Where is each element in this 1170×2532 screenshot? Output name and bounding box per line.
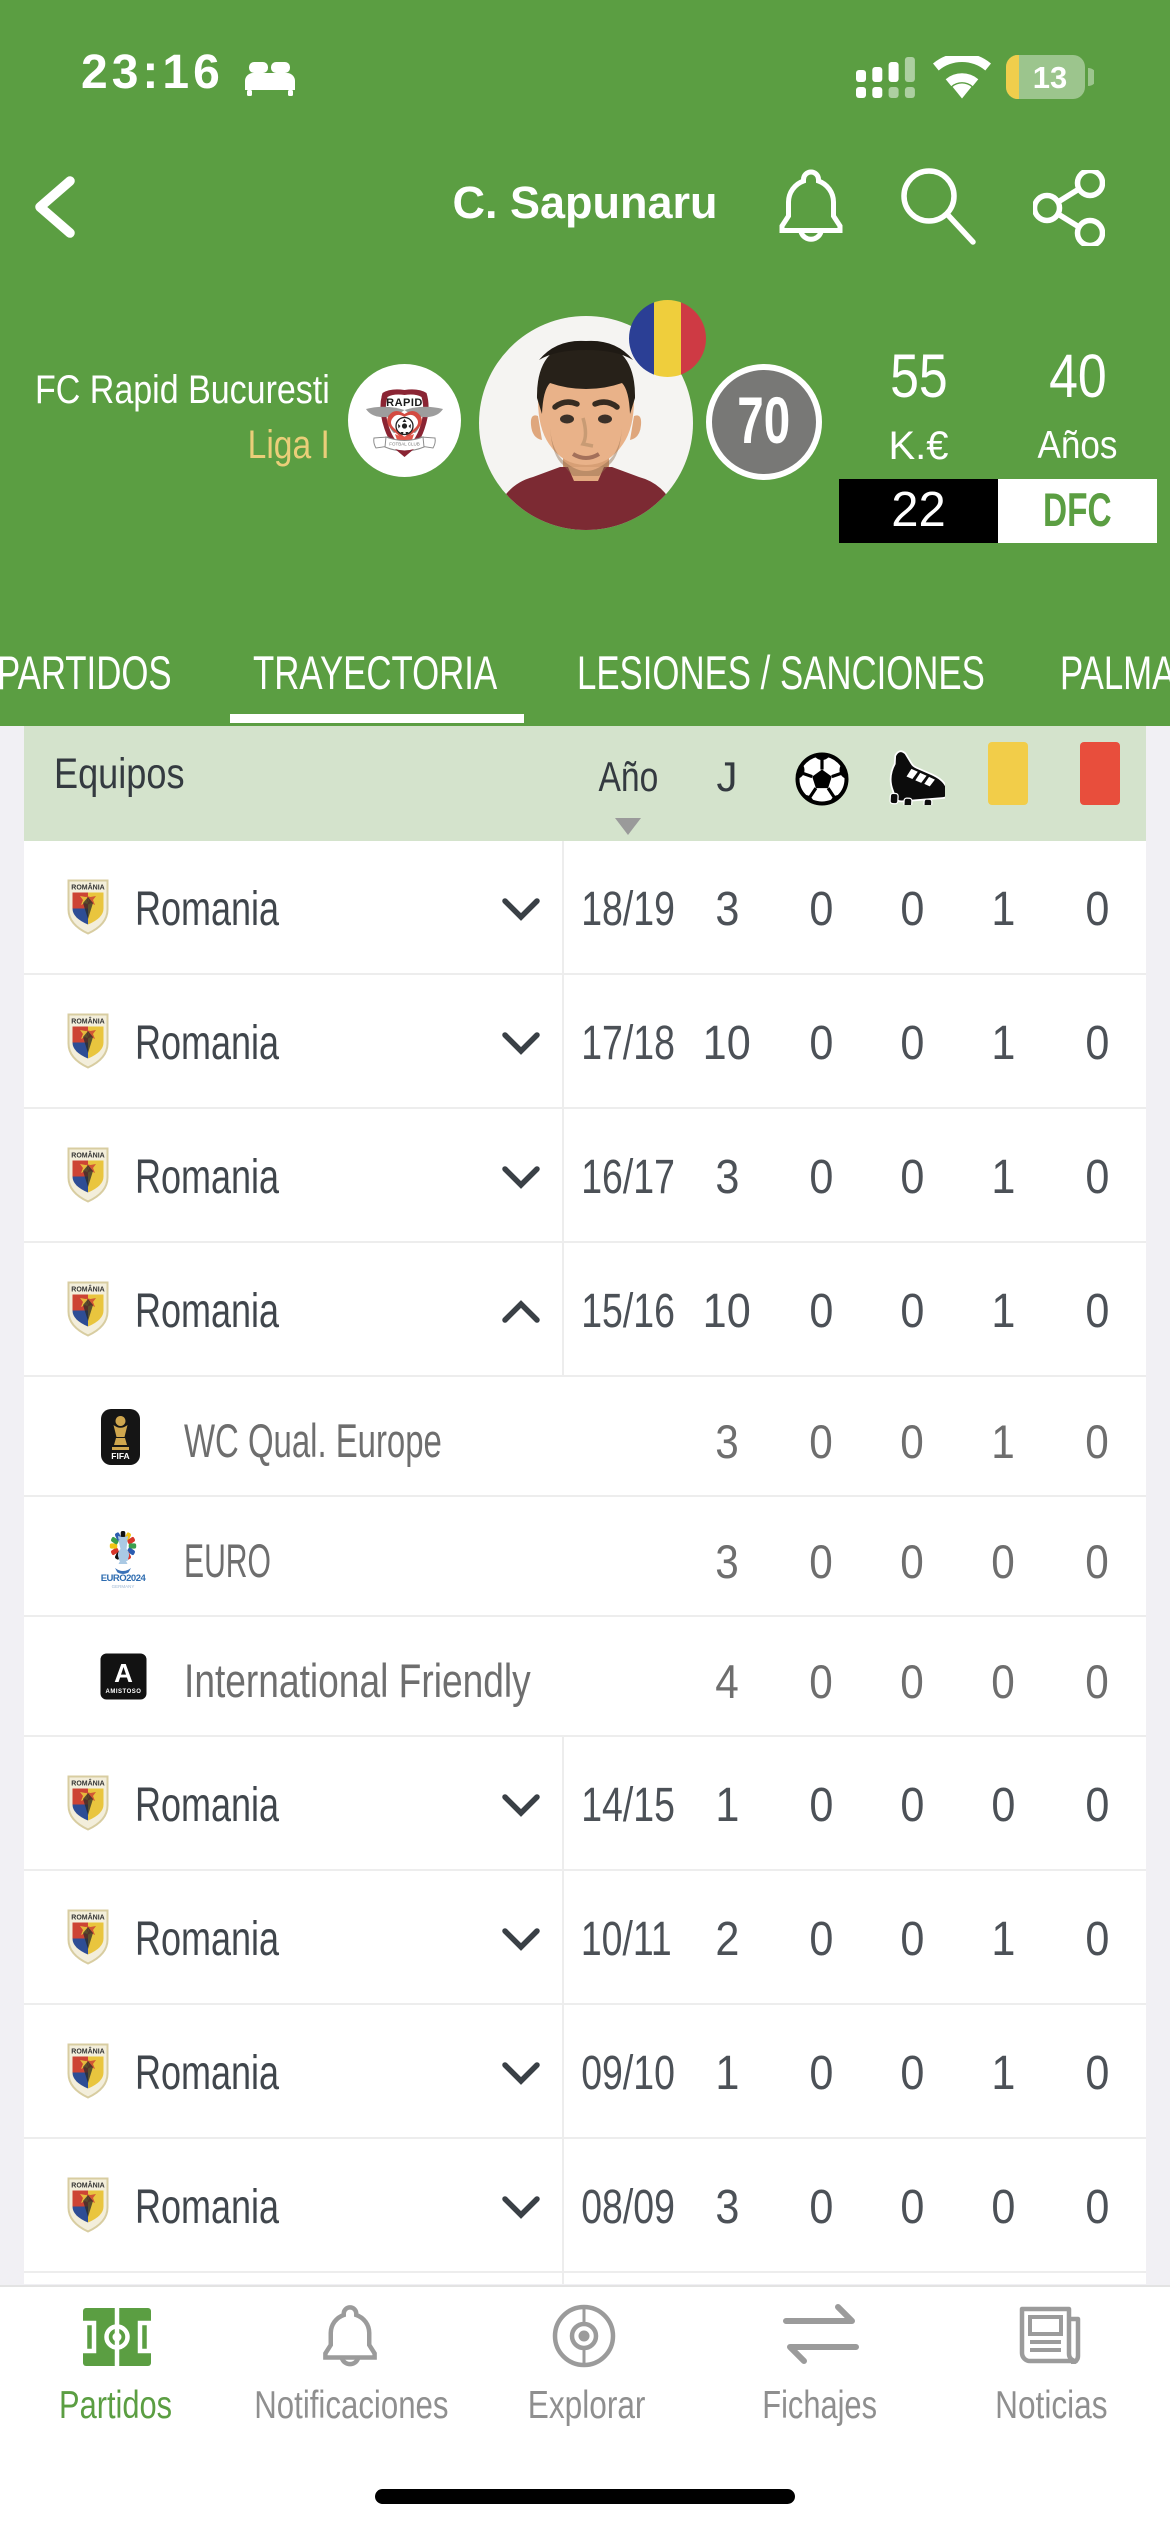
svg-text:13: 13 bbox=[1033, 60, 1067, 95]
svg-text:ROMÂNIA: ROMÂNIA bbox=[71, 1017, 104, 1026]
svg-text:ROMÂNIA: ROMÂNIA bbox=[71, 2047, 104, 2056]
svg-text:ROMÂNIA: ROMÂNIA bbox=[71, 1913, 104, 1922]
svg-text:FIFA: FIFA bbox=[111, 1451, 129, 1461]
svg-text:ROMÂNIA: ROMÂNIA bbox=[71, 2181, 104, 2190]
svg-text:GERMANY: GERMANY bbox=[112, 1584, 135, 1589]
svg-text:ROMÂNIA: ROMÂNIA bbox=[71, 1285, 104, 1294]
svg-text:ROMÂNIA: ROMÂNIA bbox=[71, 1151, 104, 1160]
svg-text:EURO2024: EURO2024 bbox=[101, 1573, 147, 1584]
svg-text:A: A bbox=[114, 1658, 133, 1688]
svg-text:AMISTOSO: AMISTOSO bbox=[106, 1689, 142, 1695]
svg-text:ROMÂNIA: ROMÂNIA bbox=[71, 1779, 104, 1788]
svg-text:FOTBAL CLUB: FOTBAL CLUB bbox=[389, 442, 420, 447]
svg-text:RAPID: RAPID bbox=[386, 397, 423, 409]
svg-text:ROMÂNIA: ROMÂNIA bbox=[71, 883, 104, 892]
